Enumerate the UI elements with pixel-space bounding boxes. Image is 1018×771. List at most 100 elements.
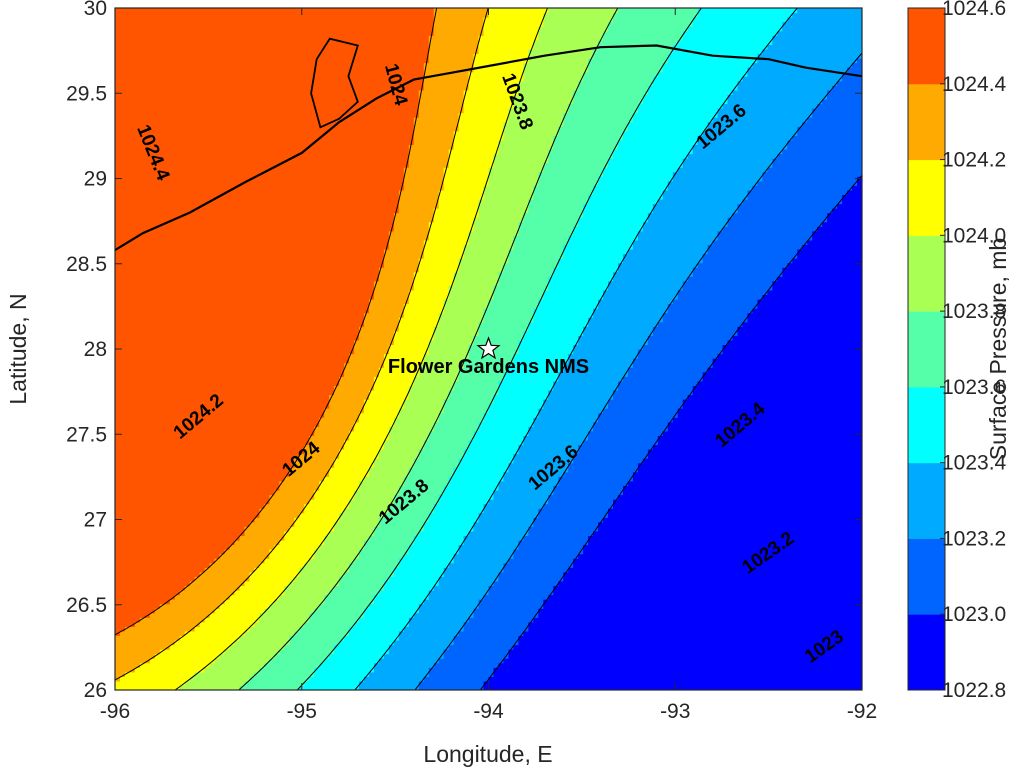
contour-band-cell bbox=[274, 489, 315, 496]
contour-band-cell bbox=[115, 526, 246, 532]
contour-band-cell bbox=[508, 558, 574, 564]
contour-band-cell bbox=[727, 217, 828, 223]
contour-band-cell bbox=[408, 471, 455, 477]
contour-band-cell bbox=[115, 217, 395, 223]
contour-band-cell bbox=[433, 17, 485, 23]
contour-band-cell bbox=[717, 112, 813, 118]
contour-band-cell bbox=[503, 121, 564, 127]
contour-band-cell bbox=[538, 26, 609, 32]
contour-band-cell bbox=[847, 67, 862, 73]
bay-outline bbox=[310, 37, 359, 129]
contour-band-cell bbox=[334, 585, 385, 591]
contour-band-cell bbox=[503, 658, 862, 664]
contour-band-cell bbox=[538, 176, 599, 182]
contour-band-cell bbox=[378, 453, 420, 459]
contour-band-cell bbox=[727, 98, 823, 105]
contour-band-cell bbox=[543, 399, 609, 405]
contour-band-cell bbox=[523, 217, 579, 223]
contour-band-cell bbox=[558, 130, 624, 136]
contour-band-cell bbox=[478, 321, 529, 327]
contour-band-cell bbox=[573, 89, 649, 95]
contour-band-cell bbox=[583, 439, 659, 446]
contour-band-cell bbox=[115, 612, 151, 618]
contour-band-cell bbox=[608, 403, 684, 409]
contour-band-cell bbox=[573, 458, 644, 464]
contour-band-cell bbox=[608, 21, 694, 27]
contour-band-cell bbox=[289, 639, 340, 646]
contour-band-cell bbox=[239, 635, 290, 641]
contour-band-cell bbox=[373, 385, 410, 391]
contour-band-cell bbox=[378, 658, 440, 664]
contour-band-cell bbox=[682, 285, 773, 291]
contour-band-cell bbox=[787, 139, 862, 145]
contour-band-cell bbox=[617, 267, 694, 273]
contour-band-cell bbox=[468, 230, 519, 236]
contour-band-cell bbox=[274, 653, 330, 659]
contour-band-cell bbox=[478, 203, 529, 209]
contour-band-cell bbox=[528, 48, 594, 55]
contour-band-cell bbox=[115, 71, 425, 77]
contour-band-cell bbox=[747, 67, 848, 73]
contour-band-cell bbox=[115, 539, 236, 546]
contour-band-cell bbox=[354, 339, 395, 346]
contour-band-cell bbox=[423, 526, 475, 532]
contour-band-cell bbox=[184, 630, 246, 637]
contour-band-cell bbox=[692, 148, 783, 155]
contour-band-cell bbox=[513, 458, 574, 464]
contour-band-cell bbox=[573, 94, 644, 100]
contour-band-cell bbox=[413, 271, 455, 277]
contour-band-cell bbox=[488, 585, 554, 591]
contour-band-cell bbox=[518, 544, 584, 550]
contour-band-cell bbox=[339, 380, 375, 386]
contour-band-cell bbox=[319, 417, 360, 423]
contour-band-cell bbox=[518, 349, 574, 355]
contour-band-cell bbox=[503, 262, 559, 268]
contour-band-cell bbox=[189, 676, 251, 682]
contour-band-cell bbox=[503, 476, 559, 482]
contour-band-cell bbox=[702, 371, 862, 377]
contour-band-cell bbox=[115, 376, 340, 382]
contour-band-cell bbox=[508, 112, 564, 118]
contour-band-cell bbox=[423, 244, 465, 250]
contour-band-cell bbox=[339, 517, 380, 523]
contour-band-cell bbox=[697, 135, 793, 141]
contour-band-cell bbox=[782, 21, 862, 27]
contour-band-cell bbox=[578, 444, 654, 450]
contour-band-cell bbox=[408, 289, 450, 296]
contour-band-cell bbox=[617, 494, 862, 500]
contour-band-cell bbox=[443, 489, 495, 496]
contour-band-cell bbox=[364, 476, 405, 482]
contour-band-cell bbox=[408, 162, 450, 168]
contour-band-cell bbox=[418, 603, 480, 609]
contour-band-cell bbox=[115, 544, 231, 550]
contour-band-cell bbox=[115, 385, 335, 391]
contour-band-cell bbox=[478, 212, 524, 218]
contour-band-cell bbox=[593, 312, 664, 318]
contour-band-cell bbox=[299, 453, 340, 459]
contour-band-cell bbox=[797, 253, 862, 259]
contour-band-cell bbox=[553, 485, 624, 491]
contour-band-cell bbox=[378, 371, 420, 377]
contour-band-cell bbox=[523, 212, 584, 218]
contour-band-cell bbox=[393, 639, 455, 646]
contour-band-cell bbox=[453, 639, 519, 646]
contour-band-cell bbox=[234, 589, 285, 596]
contour-band-cell bbox=[463, 244, 514, 250]
contour-band-cell bbox=[573, 562, 862, 568]
contour-band-cell bbox=[603, 167, 679, 173]
contour-band-cell bbox=[617, 262, 699, 268]
contour-band-cell bbox=[687, 26, 783, 32]
contour-band-cell bbox=[294, 458, 335, 464]
contour-band-cell bbox=[269, 549, 315, 555]
contour-band-cell bbox=[149, 658, 216, 664]
contour-band-cell bbox=[393, 221, 430, 227]
contour-band-cell bbox=[448, 294, 495, 300]
contour-band-cell bbox=[115, 285, 375, 291]
y-tick-label: 28.5 bbox=[66, 253, 107, 276]
contour-band-cell bbox=[503, 471, 564, 477]
annotation-label: Flower Gardens NMS bbox=[388, 356, 589, 378]
contour-band-cell bbox=[568, 567, 862, 573]
contour-band-cell bbox=[398, 412, 440, 418]
contour-band-cell bbox=[115, 271, 380, 277]
contour-band-cell bbox=[548, 499, 614, 505]
